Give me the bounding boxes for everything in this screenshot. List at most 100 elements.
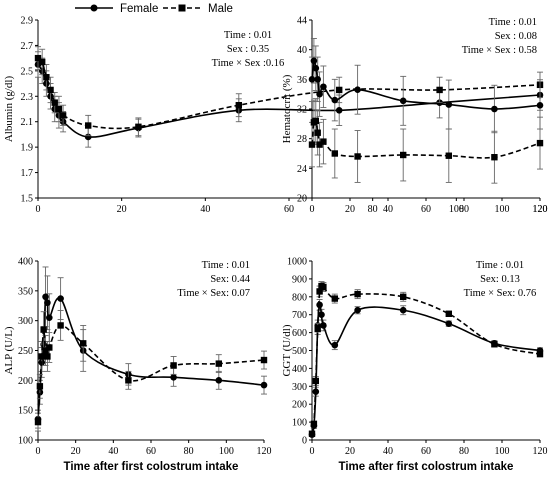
ggt-xtick-label: 20 [345,446,355,457]
ggt-point-male [316,288,323,295]
ggt-ytick-label: 600 [292,328,307,339]
albumin-stat-line: Time : 0.01 [224,30,272,41]
ggt-point-female [445,320,453,327]
ggt-ytick-label: 700 [292,310,307,321]
ggt-point-female [320,322,327,329]
hematocrit-xtick-label: 0 [310,204,315,215]
hematocrit-point-female [312,64,320,72]
legend-male: Male [163,3,233,15]
hematocrit-stat-line: Sex : 0.08 [495,31,537,42]
albumin-ytick-label: 2.1 [21,117,34,128]
albumin-xtick-label: 120 [533,204,548,215]
albumin-ylabel: Albumin (g/dl) [3,76,15,143]
hematocrit-point-female [316,90,323,98]
ggt-series-male [308,281,544,437]
ggt-point-male [310,420,318,428]
hematocrit-ytick-label: 44 [297,16,307,27]
alp-stat-line: Sex: 0.44 [210,274,250,285]
ggt-point-female [316,301,323,309]
hematocrit-point-female [536,101,544,109]
alp-series-male [34,310,268,432]
alp-xtick-label: 100 [219,446,234,457]
alp-point-male [46,344,53,351]
alp-point-female [57,295,64,302]
ggt-ytick-label: 900 [292,274,307,285]
hematocrit-ytick-label: 20 [297,194,307,205]
albumin-xtick-label: 80 [368,204,378,215]
hematocrit-point-male [314,129,321,136]
legend-female-marker [90,4,98,12]
hematocrit-xtick-label: 40 [383,204,393,215]
ggt-series-line-male [311,284,541,434]
alp-point-male [34,418,42,426]
alp-point-male [40,326,47,333]
alp-point-male [44,353,51,360]
ggt-ytick-label: 500 [292,346,307,357]
alp-point-female [42,293,49,301]
ggt-point-male [491,341,498,348]
ggt-xtick-label: 60 [421,446,431,457]
ggt-xtick-label: 0 [310,446,315,457]
hematocrit-point-male [316,141,323,148]
albumin-ytick-label: 1.5 [21,194,34,205]
alp-ytick-label: 200 [18,376,33,387]
alp-xtick-label: 0 [36,446,41,457]
albumin-xtick-label: 20 [117,204,127,215]
ggt-point-male [314,325,321,333]
legend-female: Female [75,3,158,15]
ggt-ytick-label: 300 [292,382,307,393]
hematocrit-ytick-label: 24 [297,164,307,175]
hematocrit-ytick-label: 36 [297,75,307,86]
alp-point-male [42,347,49,354]
albumin-point-male [85,122,92,129]
alp-point-female [215,377,223,384]
hematocrit-point-female [331,96,339,104]
alp-xtick-label: 80 [184,446,194,457]
albumin-ytick-label: 2.5 [21,66,34,77]
hematocrit-point-male [331,150,338,157]
albumin-point-male [59,112,67,119]
ggt-stat-line: Time × Sex: 0.76 [464,288,537,299]
hematocrit-ylabel: Hematocrit (%) [281,74,293,143]
alp-ytick-label: 250 [18,346,33,357]
hematocrit-point-male [400,151,407,159]
ggt-xlabel: Time after first colostrum intake [339,461,514,473]
albumin-point-male [336,86,343,94]
albumin-point-male [436,86,443,94]
hematocrit-point-female [310,57,318,65]
ggt-ytick-label: 200 [292,400,307,411]
albumin-point-male [34,54,42,62]
albumin-ytick-label: 2.3 [21,92,34,103]
alp-point-male [260,356,268,364]
legend: Female Male [75,3,233,15]
alp-point-male [80,340,87,347]
panel-albumin: 1.51.71.92.12.32.52.72.90 20 40 60 80 100 120A… [3,16,548,216]
alp-point-male [57,322,64,329]
hematocrit-xtick-label: 120 [533,204,548,215]
hematocrit-series-female [308,38,544,134]
ggt-point-female [399,306,407,314]
ggt-point-male [400,293,407,300]
ggt-xtick-label: 40 [383,446,393,457]
ggt-ytick-label: 1000 [287,257,307,268]
albumin-series-male [34,46,544,137]
ggt-xtick-label: 80 [459,446,469,457]
alp-xtick-label: 120 [257,446,272,457]
albumin-stat-line: Sex : 0.35 [227,44,269,55]
albumin-stat-line: Time × Sex :0.16 [212,58,285,69]
alp-point-male [215,360,222,367]
hematocrit-point-male [308,141,316,148]
ggt-point-male [308,430,316,437]
hematocrit-ytick-label: 40 [297,45,307,56]
ggt-point-male [312,377,319,385]
ggt-ylabel: GGT (U/dl) [281,324,293,376]
hematocrit-xtick-label: 100 [495,204,510,215]
alp-ytick-label: 300 [18,316,33,327]
ggt-xtick-label: 120 [533,446,548,457]
ggt-point-male [536,350,544,358]
hematocrit-point-male [536,139,544,147]
alp-point-male [38,353,45,360]
alp-ylabel: ALP (U/L) [3,326,15,375]
hematocrit-point-male [354,153,361,160]
